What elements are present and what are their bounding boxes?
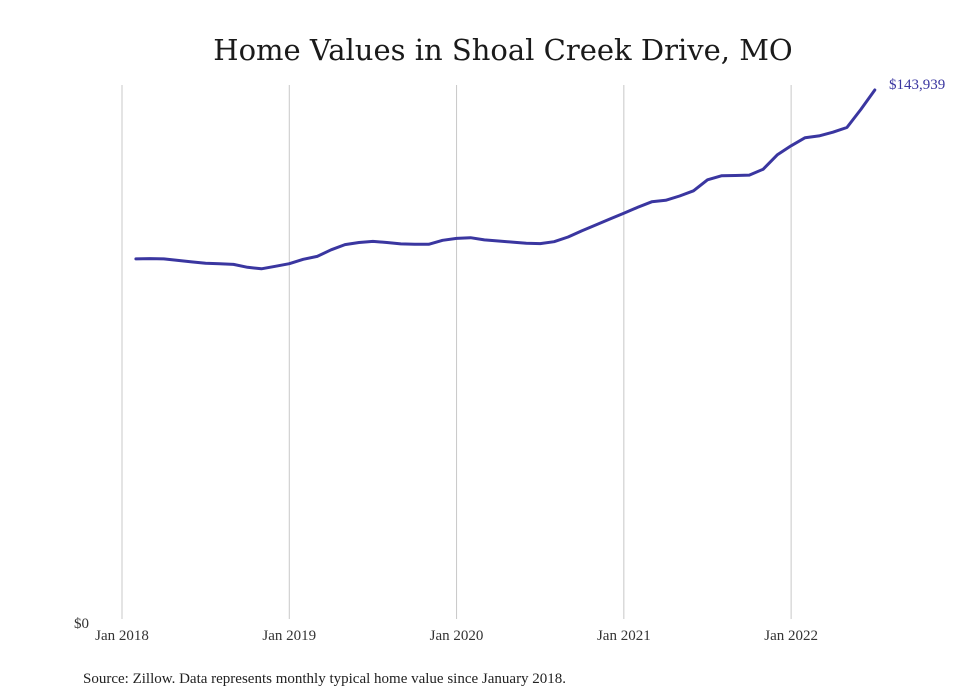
x-tick-label: Jan 2019: [262, 628, 316, 644]
x-tick-label: Jan 2022: [764, 628, 818, 644]
source-note: Source: Zillow. Data represents monthly …: [83, 671, 566, 687]
x-tick-label: Jan 2020: [430, 628, 484, 644]
gridlines: [121, 85, 792, 619]
x-tick-label: Jan 2018: [95, 628, 149, 644]
chart-title: Home Values in Shoal Creek Drive, MO: [213, 33, 792, 67]
end-value-label: $143,939: [889, 77, 945, 93]
x-tick-label: Jan 2021: [597, 628, 651, 644]
home-value-series-line: [134, 88, 877, 271]
x-axis-tick-labels: Jan 2018 Jan 2019 Jan 2020 Jan 2021 Jan 2022: [95, 628, 818, 644]
y-tick-label-zero: $0: [74, 616, 89, 632]
